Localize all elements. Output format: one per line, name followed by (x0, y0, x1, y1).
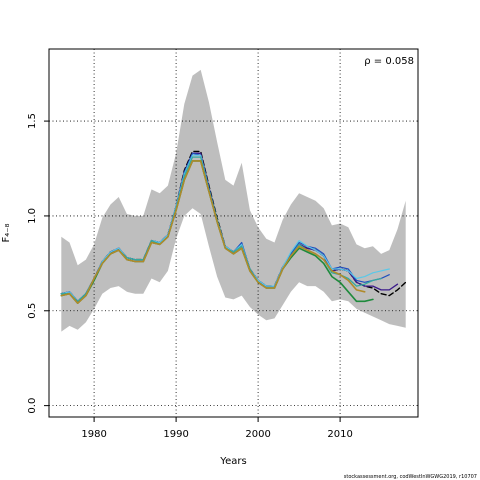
axis-layer: 1980 1990 2000 2010 0.0 0.5 1.0 1.5 (27, 113, 353, 440)
x-tick-label-3: 2010 (327, 429, 352, 440)
y-tick-label-3: 1.5 (27, 113, 38, 129)
footnote: stockassessment.org, codWestInWGWG2019, … (344, 474, 477, 480)
x-tick-label-0: 1980 (81, 429, 106, 440)
confidence-band (61, 69, 406, 332)
y-tick-label-1: 0.5 (27, 303, 38, 319)
confidence-band-layer (61, 69, 406, 332)
plot-frame (48, 48, 419, 418)
x-tick-label-2: 2000 (245, 429, 270, 440)
y-axis-label: F₄₋₈ (1, 223, 12, 242)
rho-annotation: ρ = 0.058 (364, 56, 414, 67)
x-axis-label: Years (219, 456, 246, 467)
series-line-6 (60, 160, 366, 304)
series-layer (60, 150, 407, 304)
y-tick-label-2: 1.0 (27, 208, 38, 224)
y-tick-label-0: 0.0 (27, 398, 38, 414)
x-tick-label-1: 1990 (163, 429, 188, 440)
